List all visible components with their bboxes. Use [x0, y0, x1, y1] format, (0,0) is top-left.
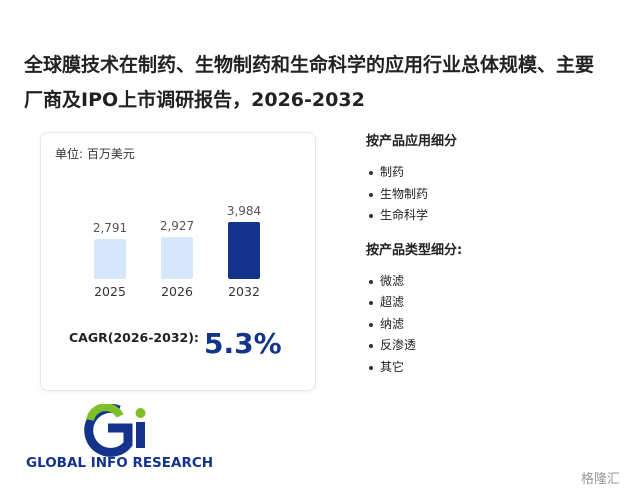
- watermark: 格隆汇: [580, 472, 620, 487]
- list-item: 纳滤: [366, 314, 616, 336]
- segments: 按产品应用细分制药 生物制药 生命科学按产品类型细分: 微滤 超滤 纳滤 反渗透 其它: [366, 132, 616, 392]
- report-title: 全球膜技术在制药、生物制药和生命科学的应用行业总体规模、主要厂商及IPO上市调研…: [24, 54, 595, 111]
- list-item: 微滤: [366, 271, 616, 293]
- unit: 单位: 百万美元: [55, 146, 135, 161]
- section-heading: 按产品应用细分: [366, 134, 458, 149]
- list-item: 生命科学: [366, 205, 616, 227]
- logo-i: [136, 422, 145, 448]
- section-list: 微滤 超滤 纳滤 反渗透 其它: [366, 271, 616, 379]
- bar: [94, 239, 126, 279]
- value-label: 2,791: [93, 221, 127, 235]
- list-item: 超滤: [366, 292, 616, 314]
- category-label: 2032: [228, 284, 260, 299]
- summary-card: 单位: 百万美元 CAGR(2026-2032): 5.3% 2,791 2025…: [40, 132, 316, 391]
- logo: GLOBAL INFO RESEARCH: [26, 404, 213, 471]
- category-label: 2026: [161, 284, 193, 299]
- list-item: 制药: [366, 162, 616, 184]
- section-heading: 按产品类型细分:: [366, 242, 463, 258]
- logo-dot: [135, 408, 146, 418]
- bar: [161, 237, 193, 279]
- list-item: 生物制药: [366, 184, 616, 206]
- list-item: 反渗透: [366, 335, 616, 357]
- section-list: 制药 生物制药 生命科学: [366, 162, 616, 227]
- cagr-value: 5.3%: [204, 327, 282, 360]
- bar: [228, 222, 260, 279]
- value-label: 3,984: [227, 204, 261, 218]
- list-item: 其它: [366, 357, 616, 379]
- chart: 单位: 百万美元 CAGR(2026-2032): 5.3% 2,791 2025…: [55, 146, 282, 360]
- value-label: 2,927: [160, 219, 194, 233]
- section: 按产品应用细分制药 生物制药 生命科学: [366, 132, 616, 227]
- logo-text: GLOBAL INFO RESEARCH: [26, 455, 213, 471]
- section: 按产品类型细分: 微滤 超滤 纳滤 反渗透 其它: [366, 241, 616, 379]
- cagr-label: CAGR(2026-2032):: [69, 330, 199, 345]
- logo-arc: [86, 404, 124, 422]
- category-label: 2025: [94, 284, 126, 299]
